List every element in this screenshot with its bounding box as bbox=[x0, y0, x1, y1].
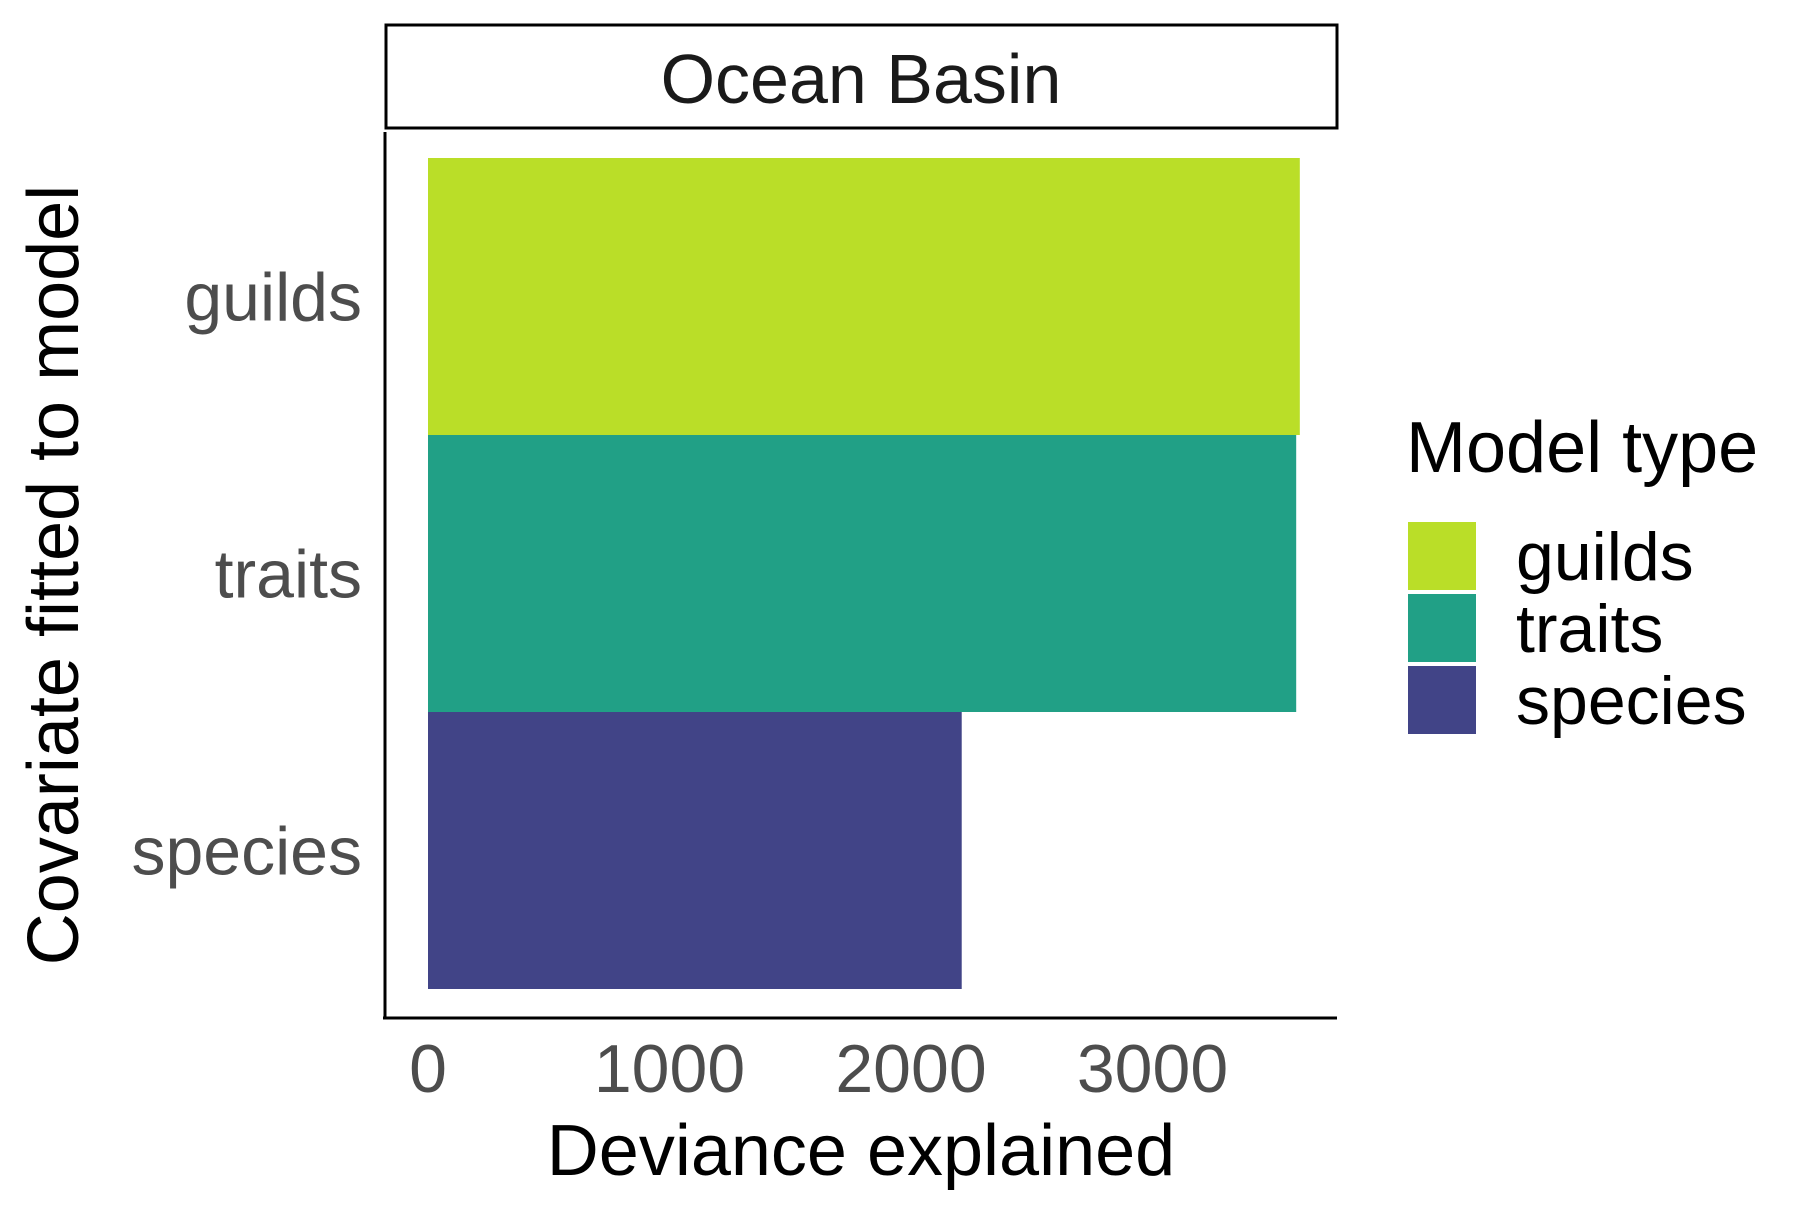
x-tick-labels: 0 1000 2000 3000 bbox=[409, 1031, 1228, 1107]
legend-label-traits: traits bbox=[1516, 591, 1663, 667]
y-tick-label-guilds: guilds bbox=[184, 260, 362, 336]
bars-group bbox=[428, 158, 1300, 989]
facet-strip-box bbox=[384, 23, 1339, 130]
y-tick-label-traits: traits bbox=[215, 537, 362, 613]
x-tick-label-1000: 1000 bbox=[594, 1031, 745, 1107]
legend-key-traits bbox=[1408, 594, 1476, 662]
legend-title: Model type bbox=[1406, 408, 1758, 488]
y-tick-labels: guilds traits species bbox=[131, 260, 362, 890]
x-tick-label-3000: 3000 bbox=[1077, 1031, 1228, 1107]
facet-strip-label: Ocean Basin bbox=[661, 40, 1062, 118]
legend-key-species bbox=[1408, 666, 1476, 734]
legend-key-guilds bbox=[1408, 522, 1476, 590]
y-tick-label-species: species bbox=[131, 814, 362, 890]
y-axis-title: Covariate fitted to model bbox=[14, 185, 94, 965]
legend-label-species: species bbox=[1516, 663, 1747, 739]
bar-species bbox=[428, 712, 962, 989]
x-axis-title: Deviance explained bbox=[547, 1111, 1175, 1191]
legend-label-guilds: guilds bbox=[1516, 519, 1694, 595]
bar-traits bbox=[428, 435, 1297, 712]
x-tick-label-0: 0 bbox=[409, 1031, 447, 1107]
bar-guilds bbox=[428, 158, 1300, 435]
x-tick-label-2000: 2000 bbox=[835, 1031, 986, 1107]
